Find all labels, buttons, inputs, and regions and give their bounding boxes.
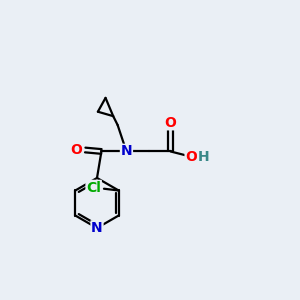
- Text: O: O: [70, 143, 82, 157]
- Text: H: H: [198, 150, 209, 164]
- Text: O: O: [185, 150, 197, 164]
- Text: N: N: [121, 145, 132, 158]
- Text: O: O: [165, 116, 176, 130]
- Text: Cl: Cl: [86, 181, 101, 194]
- Text: N: N: [91, 221, 103, 235]
